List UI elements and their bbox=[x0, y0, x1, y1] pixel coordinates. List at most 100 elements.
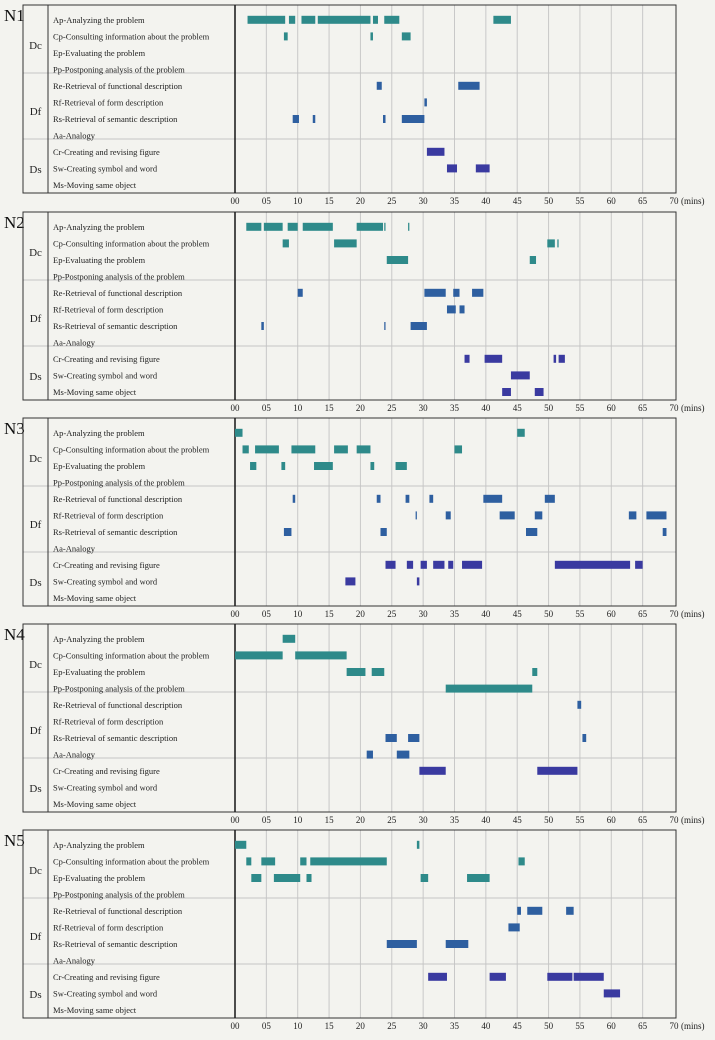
activity-bar bbox=[446, 305, 456, 314]
x-axis-unit: (mins) bbox=[681, 403, 705, 413]
panel-label: N4 bbox=[4, 625, 25, 644]
activity-bar bbox=[282, 634, 296, 643]
x-tick-label: 15 bbox=[325, 609, 335, 619]
x-tick-label: 05 bbox=[262, 609, 272, 619]
group-label: Dc bbox=[29, 659, 42, 671]
x-tick-label: 10 bbox=[293, 403, 303, 413]
x-tick-label: 10 bbox=[293, 609, 303, 619]
row-label: Ep-Evaluating the problem bbox=[53, 255, 145, 265]
activity-bar bbox=[312, 115, 316, 123]
activity-bar bbox=[370, 462, 375, 470]
row-label: Cp-Consulting information about the prob… bbox=[53, 650, 210, 660]
x-tick-label: 65 bbox=[638, 403, 648, 413]
activity-bar bbox=[458, 81, 480, 90]
x-tick-label: 00 bbox=[231, 196, 241, 206]
activity-bar bbox=[415, 511, 417, 520]
row-label: Ep-Evaluating the problem bbox=[53, 48, 145, 58]
group-label: Ds bbox=[29, 577, 41, 589]
x-tick-label: 10 bbox=[293, 196, 303, 206]
row-label: Cr-Creating and revising figure bbox=[53, 560, 160, 570]
activity-bar bbox=[433, 560, 445, 569]
x-tick-label: 55 bbox=[575, 609, 585, 619]
group-label: Dc bbox=[29, 865, 42, 877]
activity-bar bbox=[635, 560, 643, 569]
activity-bar bbox=[366, 750, 373, 759]
activity-bar bbox=[489, 972, 506, 981]
group-label: Ds bbox=[29, 783, 41, 795]
x-tick-label: 20 bbox=[356, 609, 366, 619]
activity-bar bbox=[557, 239, 559, 248]
activity-bar bbox=[424, 288, 446, 297]
activity-bar bbox=[508, 923, 520, 932]
x-tick-label: 50 bbox=[544, 609, 554, 619]
panel-frame bbox=[22, 829, 677, 1019]
activity-bar bbox=[499, 511, 515, 520]
activity-bar bbox=[288, 15, 296, 24]
x-axis-unit: (mins) bbox=[681, 196, 705, 206]
panel-frame bbox=[22, 623, 677, 813]
activity-bar bbox=[646, 511, 667, 520]
x-axis-unit: (mins) bbox=[681, 815, 705, 825]
row-label: Pp-Postponing analysis of the problem bbox=[53, 890, 185, 900]
activity-bar bbox=[384, 222, 386, 231]
x-tick-label: 50 bbox=[544, 196, 554, 206]
activity-bar bbox=[273, 874, 301, 882]
row-label: Cp-Consulting information about the prob… bbox=[53, 31, 210, 41]
activity-bar bbox=[401, 32, 411, 41]
activity-bar bbox=[261, 857, 276, 866]
row-label: Ms-Moving same object bbox=[53, 180, 137, 190]
row-label: Rf-Retrieval of form description bbox=[53, 97, 164, 107]
row-label: Re-Retrieval of functional description bbox=[53, 81, 183, 91]
row-label: Cr-Creating and revising figure bbox=[53, 972, 160, 982]
activity-bar bbox=[462, 560, 483, 569]
x-tick-label: 65 bbox=[638, 196, 648, 206]
activity-bar bbox=[295, 651, 347, 660]
row-label: Re-Retrieval of functional description bbox=[53, 906, 183, 916]
x-tick-label: 70 bbox=[670, 609, 680, 619]
x-tick-label: 40 bbox=[481, 815, 491, 825]
activity-bar bbox=[370, 32, 373, 41]
row-label: Ep-Evaluating the problem bbox=[53, 873, 145, 883]
activity-bar bbox=[283, 32, 288, 41]
x-tick-label: 10 bbox=[293, 1021, 303, 1031]
x-tick-label: 15 bbox=[325, 815, 335, 825]
activity-bar bbox=[445, 940, 469, 948]
activity-bar bbox=[371, 668, 385, 676]
row-label: Ms-Moving same object bbox=[53, 387, 137, 397]
x-tick-label: 60 bbox=[607, 1021, 617, 1031]
panel-frame bbox=[22, 417, 677, 607]
activity-bar bbox=[235, 840, 247, 849]
row-label: Rf-Retrieval of form description bbox=[53, 510, 164, 520]
row-label: Ap-Analyzing the problem bbox=[53, 222, 145, 232]
row-label: Ap-Analyzing the problem bbox=[53, 15, 145, 25]
x-tick-label: 40 bbox=[481, 609, 491, 619]
activity-bar bbox=[408, 734, 420, 742]
x-tick-label: 20 bbox=[356, 196, 366, 206]
group-label: Ds bbox=[29, 371, 41, 383]
x-tick-label: 20 bbox=[356, 1021, 366, 1031]
activity-bar bbox=[242, 445, 249, 454]
activity-bar bbox=[558, 354, 565, 363]
x-tick-label: 45 bbox=[513, 196, 523, 206]
x-tick-label: 45 bbox=[513, 815, 523, 825]
group-label: Dc bbox=[29, 453, 42, 465]
row-label: Cr-Creating and revising figure bbox=[53, 766, 160, 776]
activity-bar bbox=[454, 445, 463, 454]
activity-bar bbox=[263, 222, 283, 231]
x-tick-label: 55 bbox=[575, 196, 585, 206]
row-label: Rs-Retrieval of semantic description bbox=[53, 733, 178, 743]
activity-bar bbox=[396, 750, 410, 759]
row-label: Ep-Evaluating the problem bbox=[53, 667, 145, 677]
activity-bar bbox=[547, 972, 573, 981]
x-tick-label: 45 bbox=[513, 1021, 523, 1031]
x-tick-label: 00 bbox=[231, 1021, 241, 1031]
activity-bar bbox=[385, 560, 396, 569]
x-tick-label: 70 bbox=[670, 403, 680, 413]
activity-bar bbox=[628, 511, 637, 520]
x-tick-label: 40 bbox=[481, 1021, 491, 1031]
x-tick-label: 30 bbox=[419, 1021, 429, 1031]
activity-bar bbox=[255, 445, 279, 454]
x-tick-label: 30 bbox=[419, 403, 429, 413]
x-tick-label: 00 bbox=[231, 815, 241, 825]
activity-bar bbox=[386, 940, 417, 948]
